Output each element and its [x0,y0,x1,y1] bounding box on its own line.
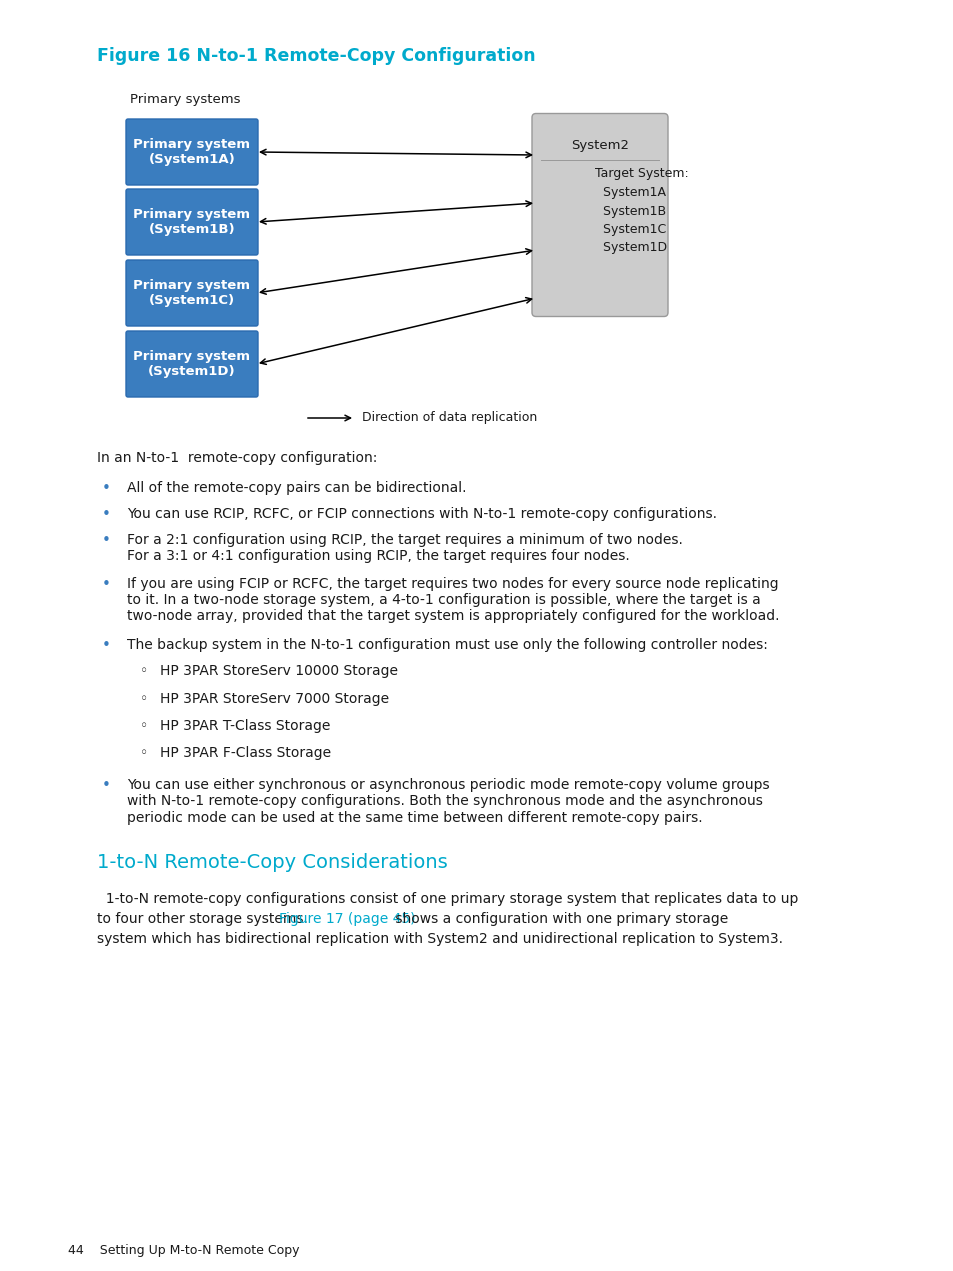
Text: HP 3PAR StoreServ 7000 Storage: HP 3PAR StoreServ 7000 Storage [160,691,389,705]
FancyBboxPatch shape [126,119,257,186]
Text: You can use RCIP, RCFC, or FCIP connections with N-to-1 remote-copy configuratio: You can use RCIP, RCFC, or FCIP connecti… [127,507,717,521]
Text: •: • [102,577,111,592]
Text: Primary system
(System1B): Primary system (System1B) [133,208,251,236]
Text: Direction of data replication: Direction of data replication [361,412,537,425]
Text: HP 3PAR F-Class Storage: HP 3PAR F-Class Storage [160,746,331,760]
FancyBboxPatch shape [532,113,667,316]
Text: ◦: ◦ [140,746,148,760]
Text: ◦: ◦ [140,665,148,679]
Text: Figure 17 (page 45): Figure 17 (page 45) [279,913,416,927]
FancyBboxPatch shape [126,261,257,325]
Text: 44    Setting Up M-to-N Remote Copy: 44 Setting Up M-to-N Remote Copy [68,1244,299,1257]
Text: System2: System2 [571,140,628,153]
Text: Primary system
(System1D): Primary system (System1D) [133,350,251,377]
Text: You can use either synchronous or asynchronous periodic mode remote-copy volume : You can use either synchronous or asynch… [127,778,769,825]
Text: For a 2:1 configuration using RCIP, the target requires a minimum of two nodes.
: For a 2:1 configuration using RCIP, the … [127,534,682,563]
Text: 1-to-N Remote-Copy Considerations: 1-to-N Remote-Copy Considerations [97,854,447,872]
FancyBboxPatch shape [126,330,257,397]
Text: ◦: ◦ [140,691,148,705]
Text: •: • [102,534,111,548]
Text: •: • [102,778,111,793]
Text: to four other storage systems.: to four other storage systems. [97,913,312,927]
Text: Target System:
  System1A
  System1B
  System1C
  System1D: Target System: System1A System1B System1… [595,168,688,254]
Text: HP 3PAR T-Class Storage: HP 3PAR T-Class Storage [160,718,330,733]
Text: In an N-to-1  remote-copy configuration:: In an N-to-1 remote-copy configuration: [97,451,377,465]
Text: Primary systems: Primary systems [130,93,240,105]
Text: •: • [102,638,111,653]
Text: All of the remote-copy pairs can be bidirectional.: All of the remote-copy pairs can be bidi… [127,480,466,494]
Text: Primary system
(System1C): Primary system (System1C) [133,280,251,308]
Text: The backup system in the N-to-1 configuration must use only the following contro: The backup system in the N-to-1 configur… [127,638,767,652]
Text: HP 3PAR StoreServ 10000 Storage: HP 3PAR StoreServ 10000 Storage [160,665,397,679]
Text: system which has bidirectional replication with System2 and unidirectional repli: system which has bidirectional replicati… [97,932,782,946]
Text: 1-to-N remote-copy configurations consist of one primary storage system that rep: 1-to-N remote-copy configurations consis… [97,892,798,906]
Text: Figure 16 N-to-1 Remote-Copy Configuration: Figure 16 N-to-1 Remote-Copy Configurati… [97,47,535,65]
Text: ◦: ◦ [140,718,148,733]
Text: If you are using FCIP or RCFC, the target requires two nodes for every source no: If you are using FCIP or RCFC, the targe… [127,577,779,623]
Text: shows a configuration with one primary storage: shows a configuration with one primary s… [391,913,727,927]
Text: Primary system
(System1A): Primary system (System1A) [133,139,251,167]
FancyBboxPatch shape [126,189,257,255]
Text: Backup system
(Maximum:1): Backup system (Maximum:1) [549,113,650,141]
Text: •: • [102,507,111,522]
Text: •: • [102,480,111,496]
